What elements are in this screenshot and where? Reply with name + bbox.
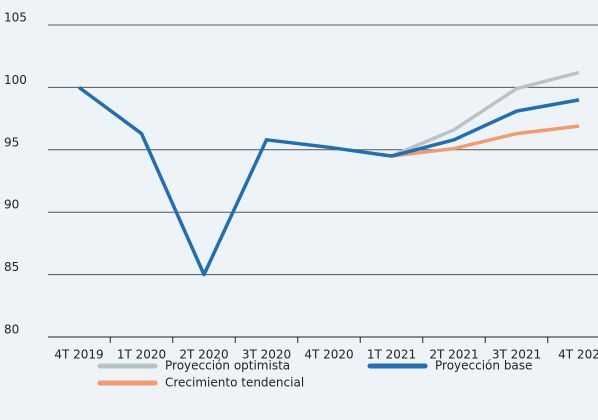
y-tick-label: 80 [4, 323, 19, 337]
y-tick-label: 85 [4, 260, 19, 274]
series-line [391, 124, 580, 158]
x-tick-label: 4T 2019 [54, 348, 103, 362]
x-tick-label: 4T 2020 [304, 348, 353, 362]
y-tick-label: 100 [4, 73, 27, 87]
legend-label: Proyección optimista [165, 359, 290, 373]
legend-label: Proyección base [435, 359, 532, 373]
legend-label: Crecimiento tendencial [165, 376, 304, 390]
series-line [390, 70, 580, 158]
y-tick-label: 90 [4, 198, 19, 212]
x-tick-label: 1T 2021 [367, 348, 416, 362]
y-tick-label: 95 [4, 135, 19, 149]
x-tick-label: 2T 2020 [179, 348, 228, 362]
y-tick-label: 105 [4, 11, 27, 25]
x-tick-label: 4T 202 [558, 348, 598, 362]
x-tick-label: 3T 2021 [492, 348, 541, 362]
x-tick-label: 3T 2020 [242, 348, 291, 362]
series-line [77, 85, 580, 277]
x-tick-label: 2T 2021 [429, 348, 478, 362]
x-tick-label: 1T 2020 [117, 348, 166, 362]
